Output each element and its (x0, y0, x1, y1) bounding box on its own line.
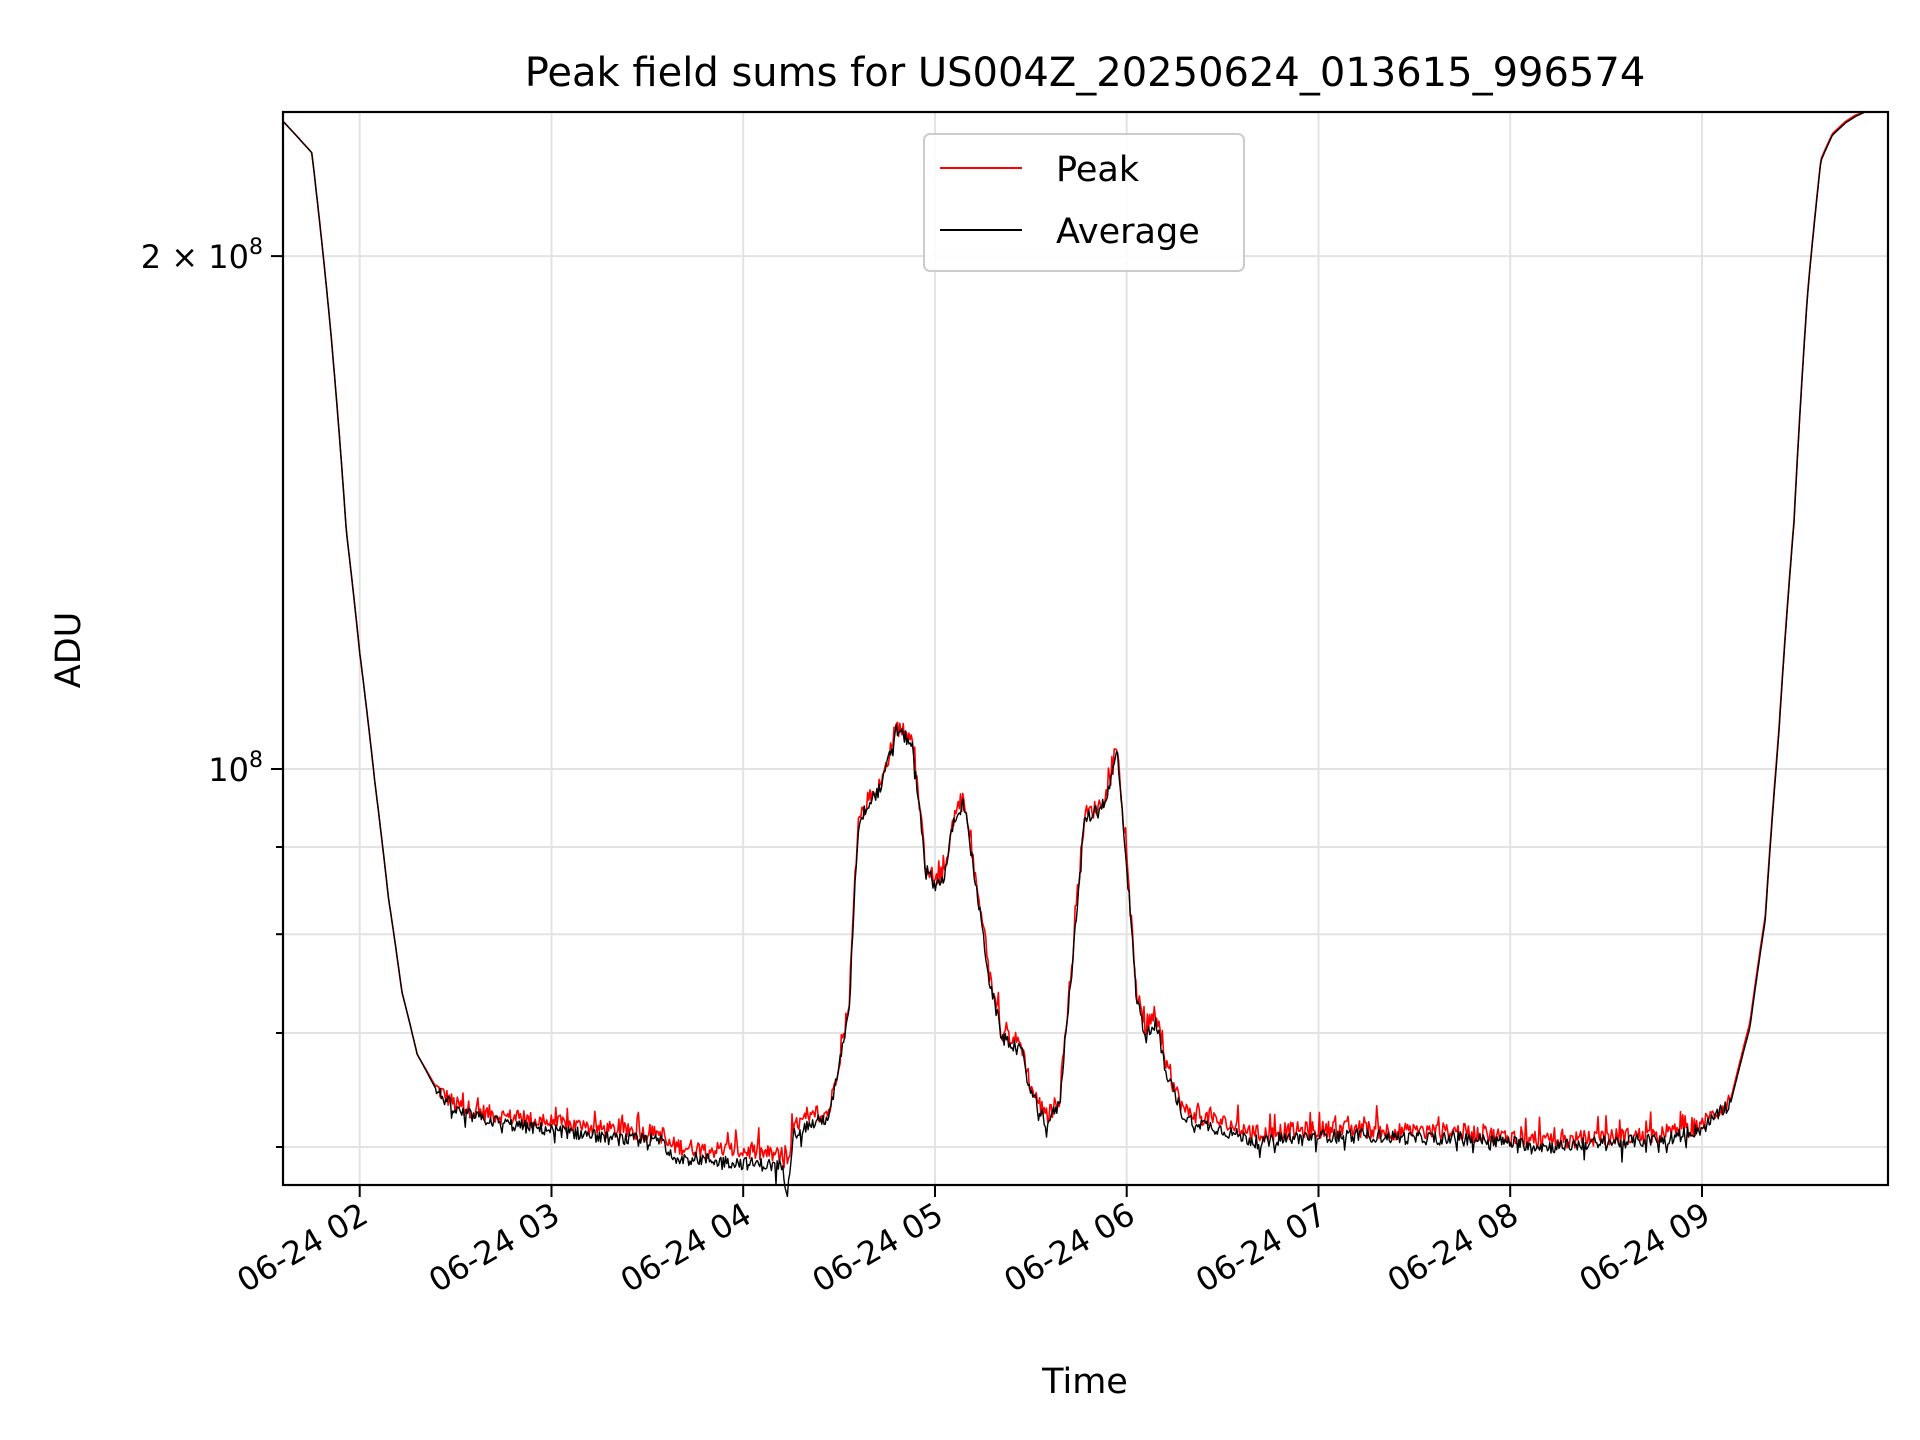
plot-area-frame (281, 110, 1890, 1187)
x-axis-label: Time (1041, 1362, 1128, 1402)
y-axis-label: ADU (49, 612, 89, 689)
series-line-peak (282, 111, 1888, 1169)
legend-label-peak: Peak (1056, 150, 1140, 190)
plot-series (282, 111, 1888, 1198)
chart-title: Peak field sums for US004Z_20250624_0136… (525, 50, 1646, 96)
series-line-average (282, 111, 1888, 1198)
y-tick-label: 108 (208, 748, 263, 789)
legend-label-average: Average (1056, 212, 1200, 252)
y-axis: 108 2 × 108 (141, 235, 283, 1148)
legend: Peak Average (923, 133, 1245, 272)
y-tick-label: 2 × 108 (141, 235, 263, 276)
